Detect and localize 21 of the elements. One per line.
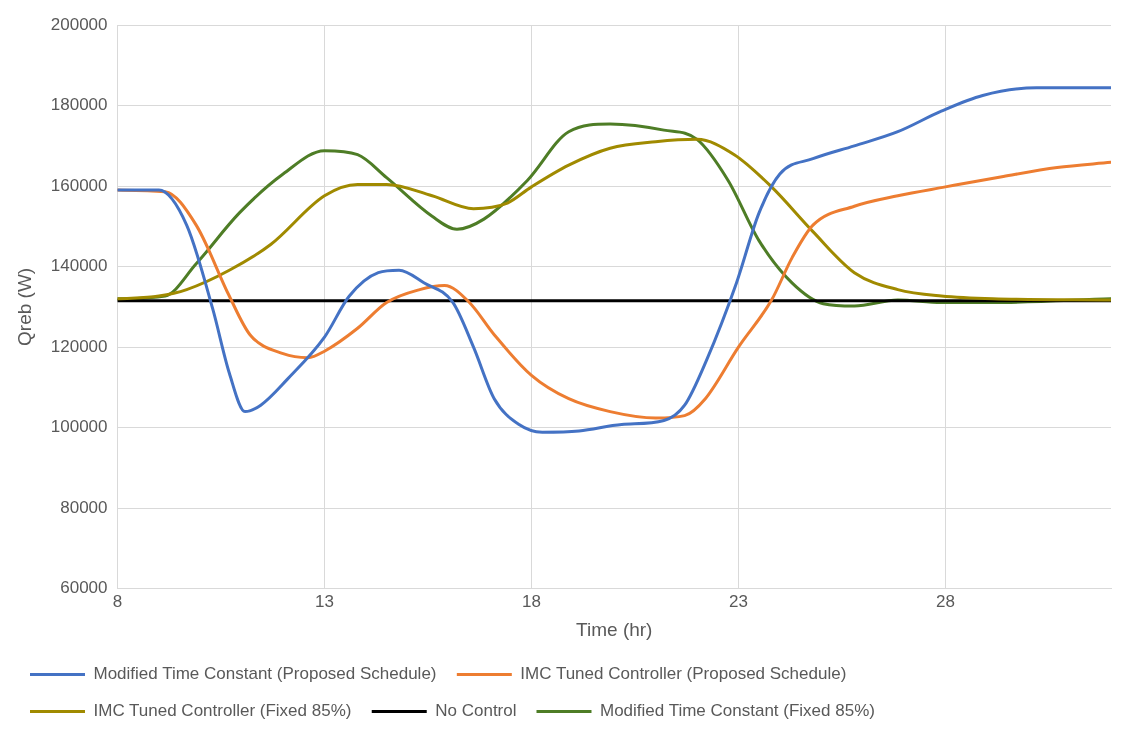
y-tick-label: 60000	[60, 578, 108, 598]
y-tick-label: 100000	[50, 417, 108, 437]
y-axis-title: Qreb (W)	[13, 267, 35, 346]
y-tick-label: 120000	[50, 336, 108, 356]
x-axis-title: Time (hr)	[576, 618, 653, 640]
y-tick-label: 160000	[50, 175, 108, 195]
legend-label: IMC Tuned Controller (Fixed 85%)	[93, 701, 352, 721]
y-tick-label: 140000	[50, 256, 108, 276]
x-tick-label: 8	[112, 591, 123, 611]
legend-label: Modified Time Constant (Proposed Schedule)	[93, 664, 437, 684]
x-tick-label: 23	[728, 591, 748, 611]
y-tick-label: 180000	[50, 95, 108, 115]
x-tick-label: 18	[522, 591, 541, 611]
x-tick-label: 28	[935, 591, 955, 611]
legend-label: No Control	[435, 701, 517, 721]
y-tick-label: 80000	[60, 497, 108, 517]
line-series	[117, 86, 1111, 434]
x-tick-label: 13	[315, 591, 334, 611]
legend-label: IMC Tuned Controller (Proposed Schedule)	[520, 664, 847, 684]
legend-label: Modified Time Constant (Fixed 85%)	[599, 701, 875, 721]
y-tick-label: 200000	[50, 14, 108, 34]
